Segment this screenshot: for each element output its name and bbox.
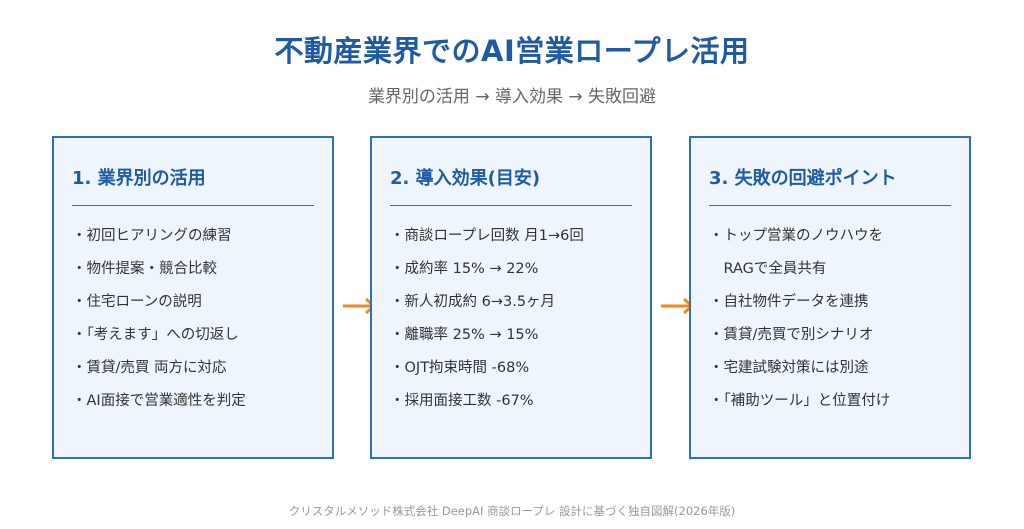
list-item: ・賃貸/売買 両方に対応 (72, 360, 227, 376)
card-divider (709, 205, 951, 206)
list-item: ・自社物件データを連携 (709, 294, 869, 310)
card-divider (390, 205, 632, 206)
card-divider (72, 205, 314, 206)
list-item: ・成約率 15% → 22% (390, 261, 539, 277)
list-item: ・賃貸/売買で別シナリオ (709, 327, 874, 343)
list-item: ・商談ロープレ回数 月1→6回 (390, 228, 584, 244)
footer-credit: クリスタルメソッド株式会社 DeepAI 商談ロープレ 設計に基づく独自図解(2… (288, 504, 736, 518)
card-adoption-effect: 2. 導入効果(目安) ・商談ロープレ回数 月1→6回 ・成約率 15% → 2… (370, 136, 652, 459)
card-item-list: ・トップ営業のノウハウを RAGで全員共有 ・自社物件データを連携 ・賃貸/売買… (709, 220, 951, 418)
card-heading: 2. 導入効果(目安) (390, 168, 541, 189)
list-item: ・新人初成約 6→3.5ヶ月 (390, 294, 556, 310)
list-item: ・「補助ツール」と位置付け (709, 393, 891, 409)
page-subtitle: 業界別の活用 → 導入効果 → 失敗回避 (367, 87, 657, 107)
list-item: ・トップ営業のノウハウを (709, 228, 883, 244)
page-title: 不動産業界でのAI営業ロープレ活用 (274, 34, 750, 68)
list-item: ・物件提案・競合比較 (72, 261, 217, 277)
card-item-list: ・商談ロープレ回数 月1→6回 ・成約率 15% → 22% ・新人初成約 6→… (390, 220, 632, 418)
list-item: RAGで全員共有 (709, 261, 827, 277)
card-industry-use: 1. 業界別の活用 ・初回ヒアリングの練習 ・物件提案・競合比較 ・住宅ローンの… (52, 136, 334, 459)
card-item-list: ・初回ヒアリングの練習 ・物件提案・競合比較 ・住宅ローンの説明 ・「考えます」… (72, 220, 314, 418)
list-item: ・「考えます」への切返し (72, 327, 239, 343)
list-item: ・OJT拘束時間 -68% (390, 360, 530, 376)
list-item: ・離職率 25% → 15% (390, 327, 539, 343)
card-heading: 1. 業界別の活用 (72, 168, 206, 189)
list-item: ・AI面接で営業適性を判定 (72, 393, 246, 409)
list-item: ・初回ヒアリングの練習 (72, 228, 232, 244)
list-item: ・宅建試験対策には別途 (709, 360, 869, 376)
card-heading: 3. 失敗の回避ポイント (709, 168, 897, 189)
list-item: ・住宅ローンの説明 (72, 294, 202, 310)
list-item: ・採用面接工数 -67% (390, 393, 534, 409)
card-failure-avoidance: 3. 失敗の回避ポイント ・トップ営業のノウハウを RAGで全員共有 ・自社物件… (689, 136, 971, 459)
